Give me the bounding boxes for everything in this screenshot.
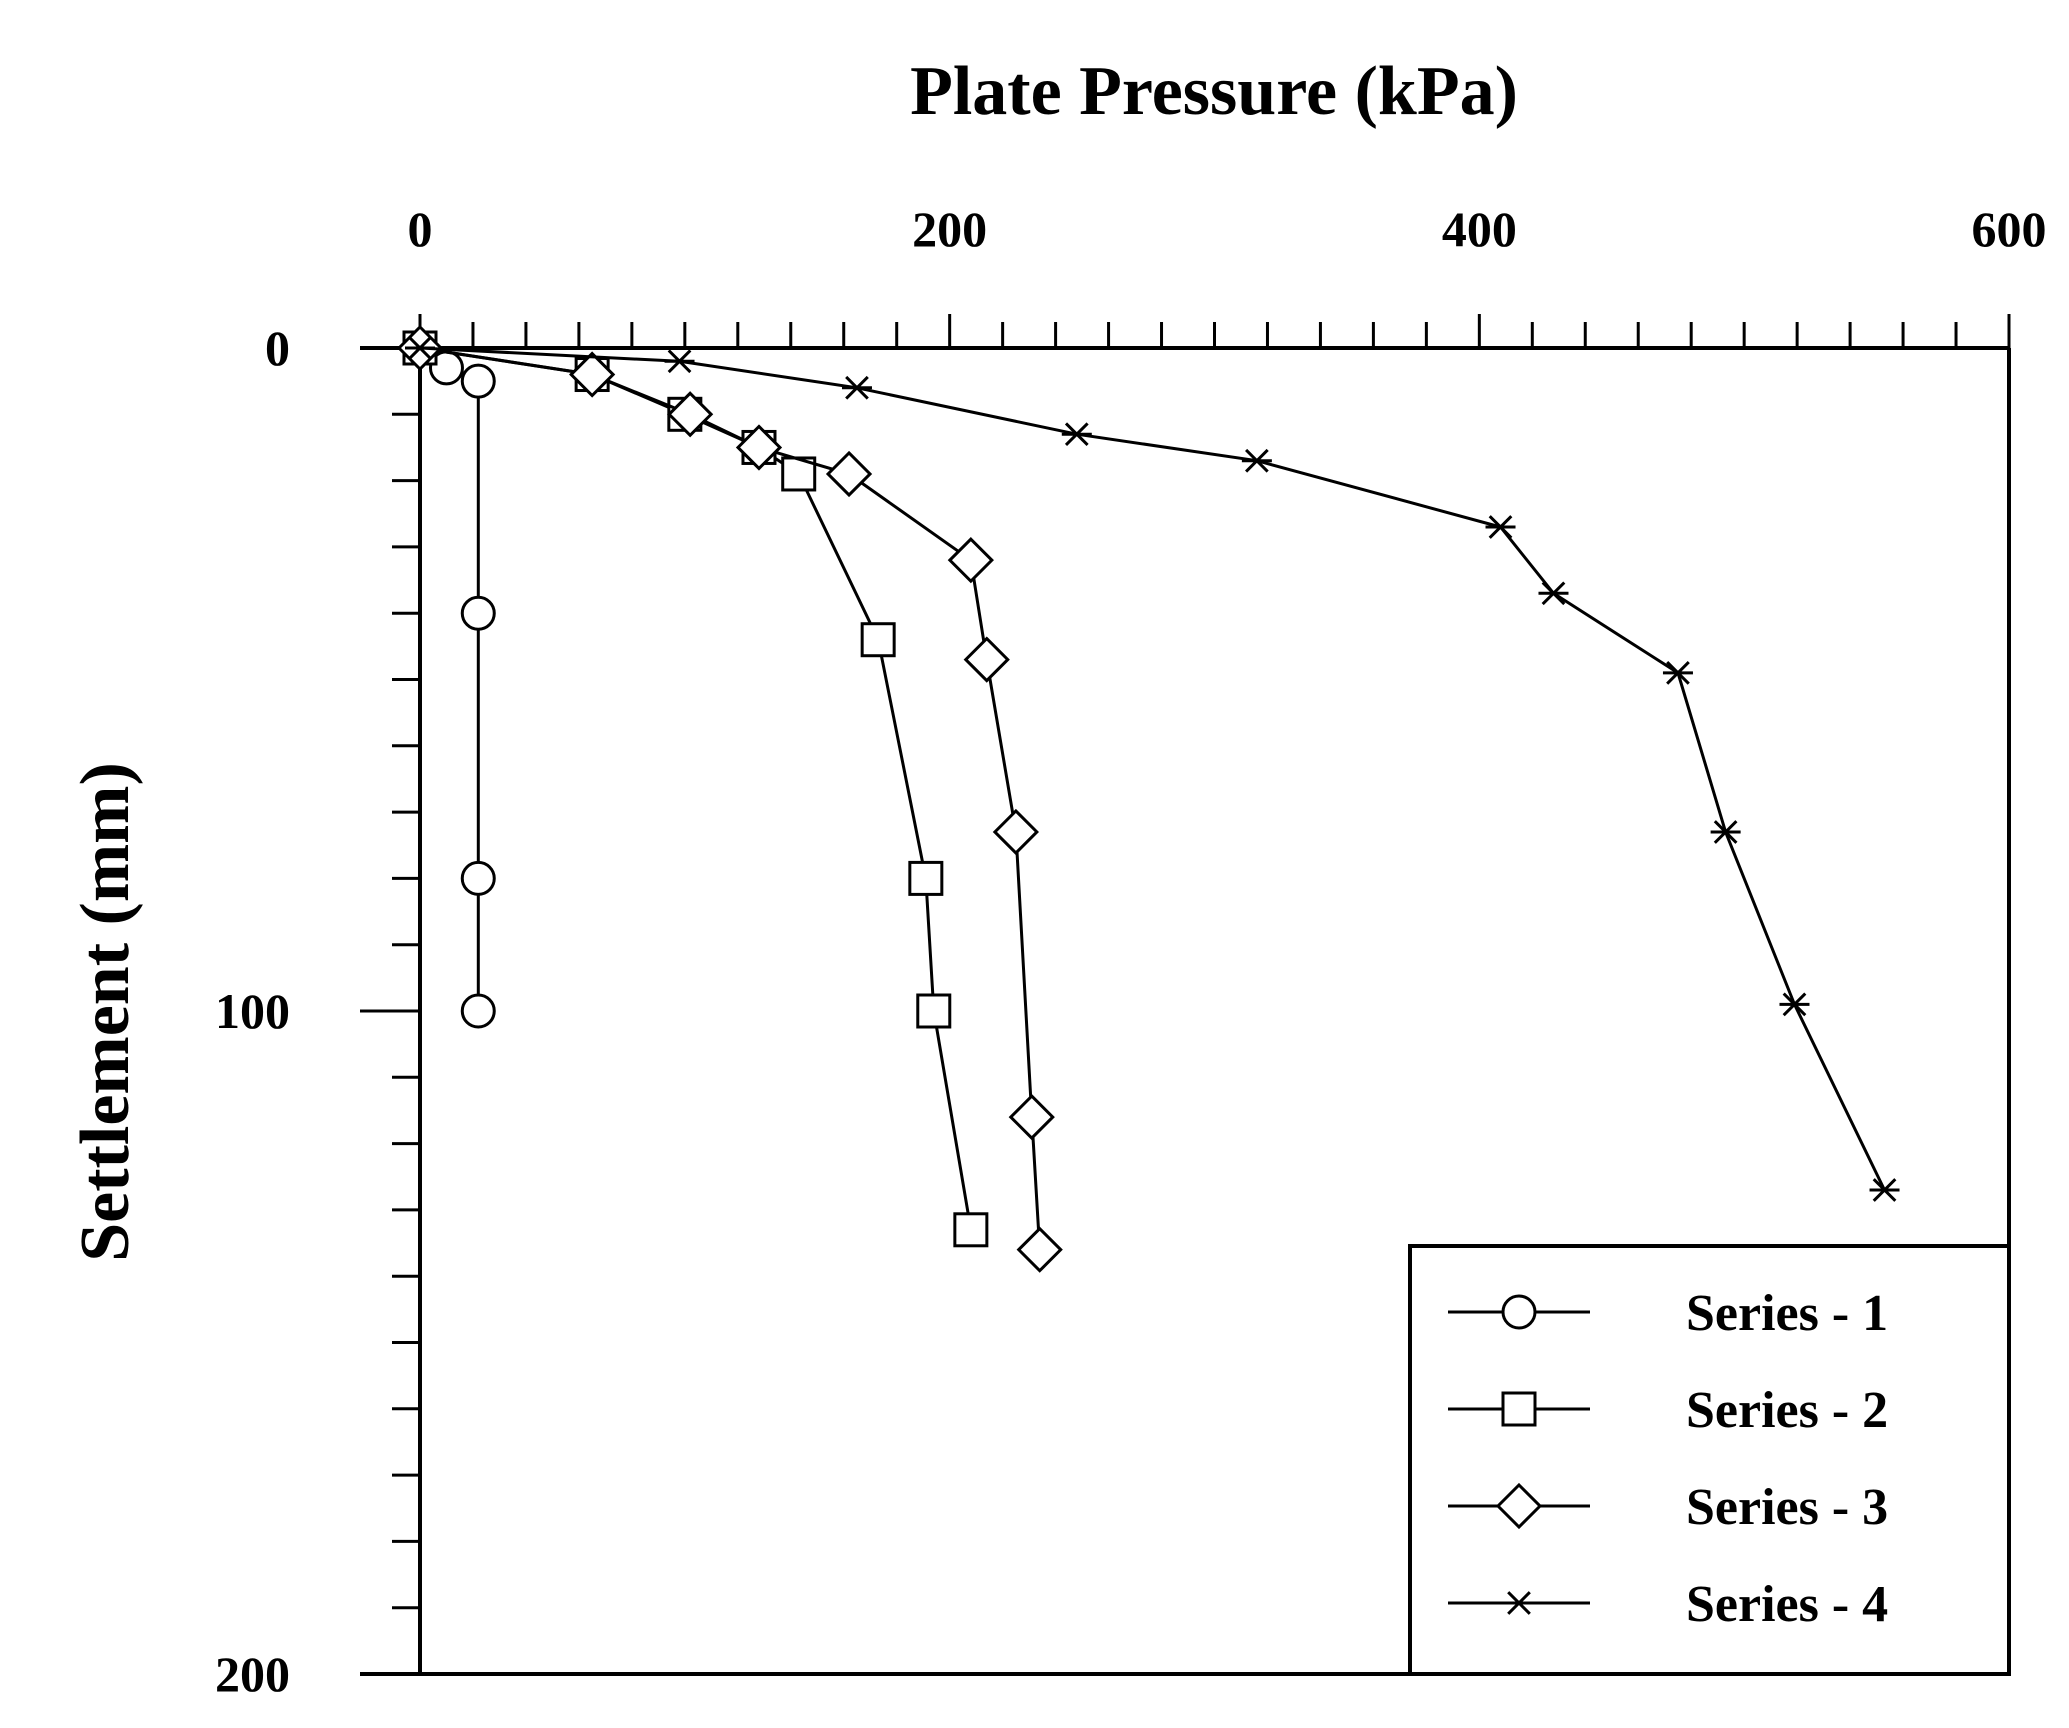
data-point [781,456,817,492]
legend-item-2: Series - 2 [1448,1382,1888,1439]
data-point [735,424,783,471]
series-3-line [419,346,1042,1250]
data-point [916,993,952,1029]
series-1-line [419,346,480,1011]
legend-label: Series - 3 [1686,1479,1888,1536]
legend-label: Series - 2 [1686,1382,1888,1439]
data-point [460,860,496,896]
data-point [1504,1591,1534,1615]
y-tick-label: 200 [215,1646,290,1702]
data-point [841,375,872,400]
data-point [992,808,1039,856]
data-point [1662,661,1693,685]
data-point [460,363,496,399]
x-tick-label: 400 [1442,201,1517,257]
ticks: 0 200 400 600 0 100 200 [215,201,2047,1702]
data-point [953,1212,989,1248]
data-point [1008,1093,1055,1141]
series-4 [405,336,1900,1202]
data-point [860,622,896,658]
data-point [569,351,616,398]
data-point [460,595,496,631]
series-layer [396,324,1900,1273]
series-4-line [419,346,1886,1191]
legend-label: Series - 4 [1686,1576,1888,1633]
data-point [1779,992,1810,1017]
y-tick-label: 0 [265,320,290,376]
y-tick-label: 100 [215,983,290,1039]
legend-item-3: Series - 3 [1448,1479,1888,1536]
data-point [1495,1482,1543,1530]
x-tick-label: 0 [408,201,433,257]
data-point [1501,1294,1537,1330]
data-point [947,537,994,584]
x-axis-title: Plate Pressure (kPa) [910,53,1518,130]
data-point [825,450,873,498]
data-point [664,349,695,374]
data-point [1016,1226,1063,1273]
legend-item-1: Series - 1 [1448,1285,1888,1342]
legend-label: Series - 1 [1686,1285,1888,1342]
series-1 [402,330,496,1029]
legend: Series - 1 Series - 2 Series - 3 Series - 4 [1408,1244,2011,1676]
data-point [667,391,714,438]
data-point [1501,1391,1537,1427]
data-point [1538,581,1569,606]
data-point [460,993,496,1029]
series-2-line [419,346,973,1231]
legend-item-4: Series - 4 [1448,1576,1888,1633]
y-axis-title: Settlement (mm) [67,762,144,1262]
x-tick-label: 600 [1972,201,2047,257]
series-2 [402,330,989,1248]
data-point [963,636,1010,683]
x-tick-label: 200 [912,201,987,257]
series-3 [396,324,1063,1273]
data-point [1485,515,1516,539]
data-point [1869,1178,1900,1202]
data-point [1241,448,1272,473]
data-point [1710,820,1741,844]
data-point [1061,422,1092,447]
data-point [908,860,944,896]
data-point [405,336,435,360]
